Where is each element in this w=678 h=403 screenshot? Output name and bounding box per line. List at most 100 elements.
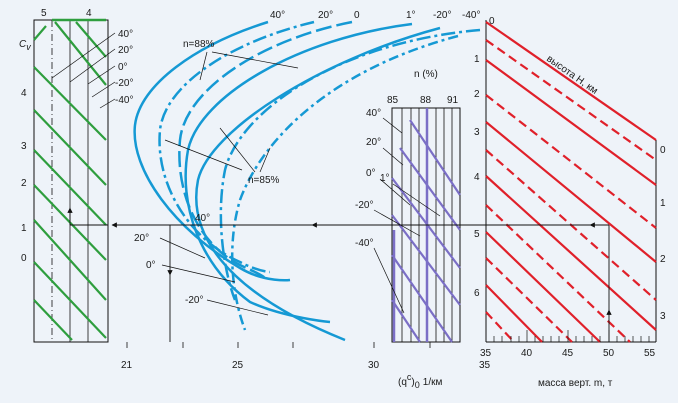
q-x-axis-label: (qc)0 1/км	[398, 372, 442, 390]
alt-left-tick: 5	[474, 229, 480, 240]
mass-line	[485, 231, 601, 343]
n-temp-label: 20°	[366, 137, 381, 148]
n-title: n (%)	[414, 69, 438, 80]
cv-top-label: 4	[86, 8, 92, 19]
n-line	[399, 147, 461, 231]
q-x-tick-label: 21	[121, 360, 133, 371]
top-temp-label: -40°	[462, 10, 480, 21]
n-leader	[379, 178, 411, 206]
cv-temp-label: 0°	[118, 62, 128, 73]
n88-leader	[211, 51, 299, 69]
temp-leader	[161, 264, 236, 283]
n-temp-label: -20°	[355, 200, 373, 211]
mass-red-lines	[485, 39, 657, 343]
blue-curves	[133, 20, 481, 342]
top-temp-label: -20°	[433, 10, 451, 21]
alt-left-tick: 4	[474, 172, 480, 183]
q-x-ticks	[126, 342, 431, 348]
n88-label: n=88%	[183, 39, 215, 50]
cv-y-tick: 4	[21, 88, 27, 99]
left-temp-label: 20°	[134, 233, 149, 244]
n-leaders	[164, 51, 299, 173]
alt-right-tick: 0	[660, 145, 666, 156]
alt-right-tick: 1	[660, 198, 666, 209]
n88-leader	[199, 51, 208, 81]
alt-right-tick: 2	[660, 254, 666, 265]
n85-leader	[164, 139, 243, 171]
mass-chart: высота H, км 0 1 2 3 4 5 6 0 1 2 3 35 40…	[474, 16, 666, 389]
mass-x-tick-label: 35	[480, 348, 492, 359]
n-col-label: 91	[447, 95, 459, 106]
mass-line	[485, 284, 543, 343]
cv-leader	[87, 65, 116, 85]
cv-chart: 5 4 Cv 4 3 2 1 0 40° 20° 0° -20° -40°	[19, 8, 133, 343]
cv-y-tick: 0	[21, 253, 27, 264]
alt-right-tick: 3	[660, 311, 666, 322]
curve-20-dash	[158, 20, 315, 274]
alt-left-tick: 3	[474, 127, 480, 138]
example-path	[67, 207, 612, 342]
left-temp-leaders	[159, 237, 269, 316]
n-leader	[373, 209, 421, 237]
cv-y-tick: 2	[21, 178, 27, 189]
cv-leader	[91, 81, 116, 98]
mass-x-tick-label: 55	[644, 348, 656, 359]
n-chart: n (%) 85 88 91 40° 20° 0° 1° -20° -40°	[355, 69, 461, 343]
cv-y-tick: 1	[21, 223, 27, 234]
mass-x-axis-label: масса верт. m, т	[538, 378, 613, 389]
n85-leader	[219, 127, 256, 173]
n-leader	[392, 183, 441, 217]
mass-line	[485, 94, 657, 229]
alt-left-tick: 6	[474, 288, 480, 299]
top-temp-label: 1°	[406, 10, 416, 21]
cv-temp-label: 40°	[118, 29, 133, 40]
cv-line	[75, 21, 107, 58]
left-temp-label: 40°	[195, 213, 210, 224]
curve-m20-dashdot	[219, 28, 481, 301]
n-line	[391, 177, 461, 269]
n-temp-label: 40°	[366, 108, 381, 119]
cv-leader	[51, 32, 116, 79]
alt-left-tick: 0	[489, 16, 495, 27]
n-line	[391, 299, 421, 343]
curve-40-solid	[133, 20, 291, 282]
cv-line	[33, 25, 47, 41]
cv-line	[33, 109, 107, 186]
n-col-label: 88	[420, 95, 432, 106]
top-temp-label: 40°	[270, 10, 285, 21]
n-temp-leaders	[373, 117, 441, 314]
q-chart: 40° 20° 0 1° -20° -40° n=88% n=85% 40° 2…	[121, 10, 491, 390]
n-line	[409, 119, 461, 196]
n85-label: n=85%	[248, 175, 280, 186]
q-x-tick-label: 35	[479, 360, 491, 371]
mass-line	[485, 204, 631, 343]
n-leader	[382, 117, 403, 134]
mass-x-tick-label: 50	[603, 348, 615, 359]
top-temp-label: 20°	[318, 10, 333, 21]
n-leader	[373, 247, 405, 314]
cv-temp-label: -40°	[115, 95, 133, 106]
curve-1-solid	[184, 22, 413, 324]
cv-temp-label: 20°	[118, 45, 133, 56]
mass-line	[485, 175, 657, 331]
left-temp-label: -20°	[185, 295, 203, 306]
n-line	[391, 254, 453, 343]
cv-line	[33, 299, 73, 341]
n-leader	[382, 147, 404, 166]
alt-left-tick: 1	[474, 54, 480, 65]
n-diagonals	[391, 119, 461, 343]
curve-solid-3	[195, 26, 441, 342]
n-temp-label: 1°	[380, 173, 390, 184]
cv-y-tick: 3	[21, 141, 27, 152]
mass-line	[485, 311, 515, 343]
cv-top-label: 5	[41, 8, 47, 19]
top-temp-label: 0	[354, 10, 360, 21]
n-temp-label: 0°	[366, 168, 376, 179]
left-temp-label: 0°	[146, 260, 156, 271]
curve-m40-dashdot	[230, 34, 459, 331]
cv-leader	[69, 48, 116, 83]
q-x-tick-label: 25	[232, 360, 244, 371]
mass-top-edge	[485, 21, 657, 141]
mass-x-tick-label: 45	[562, 348, 574, 359]
